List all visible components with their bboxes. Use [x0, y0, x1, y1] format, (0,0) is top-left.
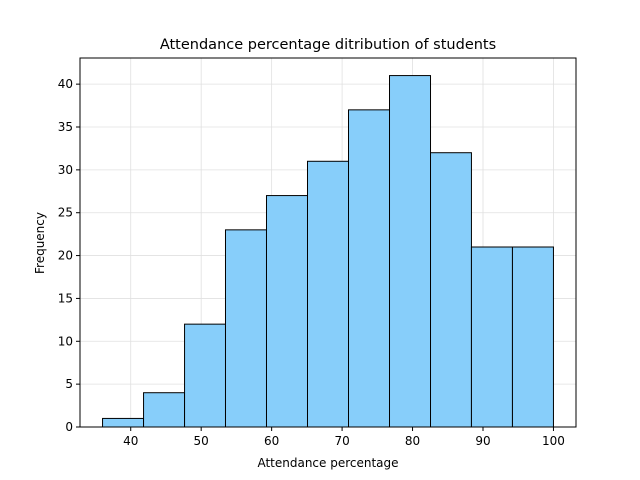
y-tick-label: 40: [58, 77, 73, 91]
y-tick-label: 0: [65, 420, 73, 434]
y-tick-label: 10: [58, 334, 73, 348]
bar: [348, 109, 391, 428]
bar: [102, 417, 145, 428]
x-tick-label: 80: [405, 434, 420, 448]
bar: [511, 246, 554, 428]
x-tick-label: 70: [334, 434, 349, 448]
plot-frame: [79, 57, 577, 428]
x-tick-label: 90: [475, 434, 490, 448]
bar: [430, 152, 472, 428]
bar: [306, 160, 350, 428]
bar: [470, 246, 513, 428]
x-tick-label: 40: [123, 434, 138, 448]
y-tick-label: 30: [58, 163, 73, 177]
bar: [143, 392, 186, 428]
x-axis-label: Attendance percentage: [257, 456, 398, 470]
y-tick-label: 25: [58, 206, 73, 220]
y-tick-label: 35: [58, 120, 73, 134]
bar: [389, 75, 432, 428]
x-tick-label: 60: [264, 434, 279, 448]
bar: [184, 323, 226, 428]
bar: [265, 195, 308, 428]
y-tick-label: 15: [58, 291, 73, 305]
chart-title: Attendance percentage ditribution of stu…: [160, 37, 496, 53]
y-tick-label: 5: [65, 377, 73, 391]
x-tick-label: 50: [194, 434, 209, 448]
x-tick-label: 100: [542, 434, 565, 448]
y-tick-label: 20: [58, 249, 73, 263]
bar: [224, 229, 267, 428]
y-axis-label: Frequency: [33, 212, 47, 274]
